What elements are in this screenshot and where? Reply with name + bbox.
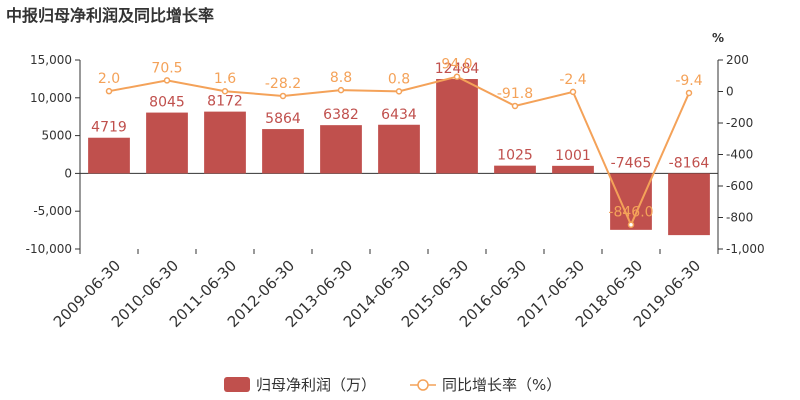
left-tick-label: 5000 bbox=[41, 129, 72, 143]
bar-value-label: 1025 bbox=[497, 148, 533, 164]
bar-value-label: 6382 bbox=[323, 107, 359, 123]
line-value-label: 94.0 bbox=[441, 57, 472, 73]
bars bbox=[88, 79, 710, 236]
bar bbox=[146, 112, 188, 174]
line-point bbox=[627, 221, 635, 228]
left-tick-label: 15,000 bbox=[30, 53, 72, 67]
right-axis-unit: % bbox=[712, 31, 724, 45]
left-tick-label: 0 bbox=[64, 166, 72, 180]
bar-value-label: 6434 bbox=[381, 107, 417, 123]
legend-line-marker bbox=[417, 379, 429, 391]
line-point bbox=[453, 73, 461, 80]
legend-bar-swatch bbox=[224, 377, 250, 392]
line-series bbox=[105, 73, 693, 228]
bar bbox=[668, 173, 710, 236]
legend: 归母净利润（万） 同比增长率（%） bbox=[224, 376, 561, 394]
bar-value-label: 8172 bbox=[207, 94, 243, 110]
left-tick-label: -5,000 bbox=[33, 204, 72, 218]
line-value-label: -9.4 bbox=[675, 73, 702, 89]
line-value-label: -91.8 bbox=[497, 86, 533, 102]
bar-value-label: -8164 bbox=[669, 155, 710, 171]
bar bbox=[610, 173, 652, 230]
bar-value-label: 4719 bbox=[91, 120, 127, 136]
bar-value-label: 1001 bbox=[555, 148, 591, 164]
data-labels: 4719 8045 8172 5864 6382 6434 12484 1025 1001 -74… bbox=[91, 57, 709, 221]
bar bbox=[204, 111, 246, 174]
bar bbox=[88, 137, 130, 174]
line-point bbox=[685, 89, 693, 97]
left-tick-label: 10,000 bbox=[30, 91, 72, 105]
right-tick-label: -200 bbox=[726, 116, 753, 130]
bar bbox=[262, 129, 304, 174]
bar bbox=[320, 125, 362, 174]
line-value-label: -2.4 bbox=[559, 72, 586, 88]
legend-line-label: 同比增长率（%） bbox=[442, 376, 561, 394]
bar-value-label: 5864 bbox=[265, 111, 301, 127]
bar bbox=[378, 124, 420, 174]
bar bbox=[494, 165, 536, 174]
right-tick-label: 200 bbox=[726, 53, 749, 67]
line-point bbox=[511, 102, 519, 110]
line-value-label: 0.8 bbox=[388, 71, 410, 87]
legend-bar-label: 归母净利润（万） bbox=[256, 376, 376, 394]
bar-value-label: 12484 bbox=[435, 61, 480, 77]
bar bbox=[436, 79, 478, 174]
left-tick-label: -10,000 bbox=[26, 242, 72, 256]
right-tick-label: 0 bbox=[726, 85, 734, 99]
line-point bbox=[569, 88, 577, 96]
right-tick-label: -1,000 bbox=[726, 242, 765, 256]
right-tick-label: -800 bbox=[726, 211, 753, 225]
bar-value-label: 8045 bbox=[149, 95, 185, 111]
chart-title: 中报归母净利润及同比增长率 bbox=[6, 6, 215, 25]
line-value-label: 70.5 bbox=[151, 60, 182, 76]
line-point bbox=[337, 86, 345, 94]
line-value-label: -28.2 bbox=[265, 76, 301, 92]
line-value-label: 2.0 bbox=[98, 71, 120, 87]
line-point bbox=[105, 87, 113, 95]
bar bbox=[552, 165, 594, 174]
line-point bbox=[221, 87, 229, 95]
line-value-label: 8.8 bbox=[330, 70, 352, 86]
bar-value-label: -7465 bbox=[611, 155, 652, 171]
line-value-label: 1.6 bbox=[214, 71, 236, 87]
line-point bbox=[279, 92, 287, 100]
right-tick-label: -600 bbox=[726, 179, 753, 193]
line-point bbox=[163, 77, 171, 84]
line-value-label: -846.0 bbox=[608, 205, 653, 221]
line-point bbox=[395, 88, 403, 95]
right-tick-label: -400 bbox=[726, 148, 753, 162]
